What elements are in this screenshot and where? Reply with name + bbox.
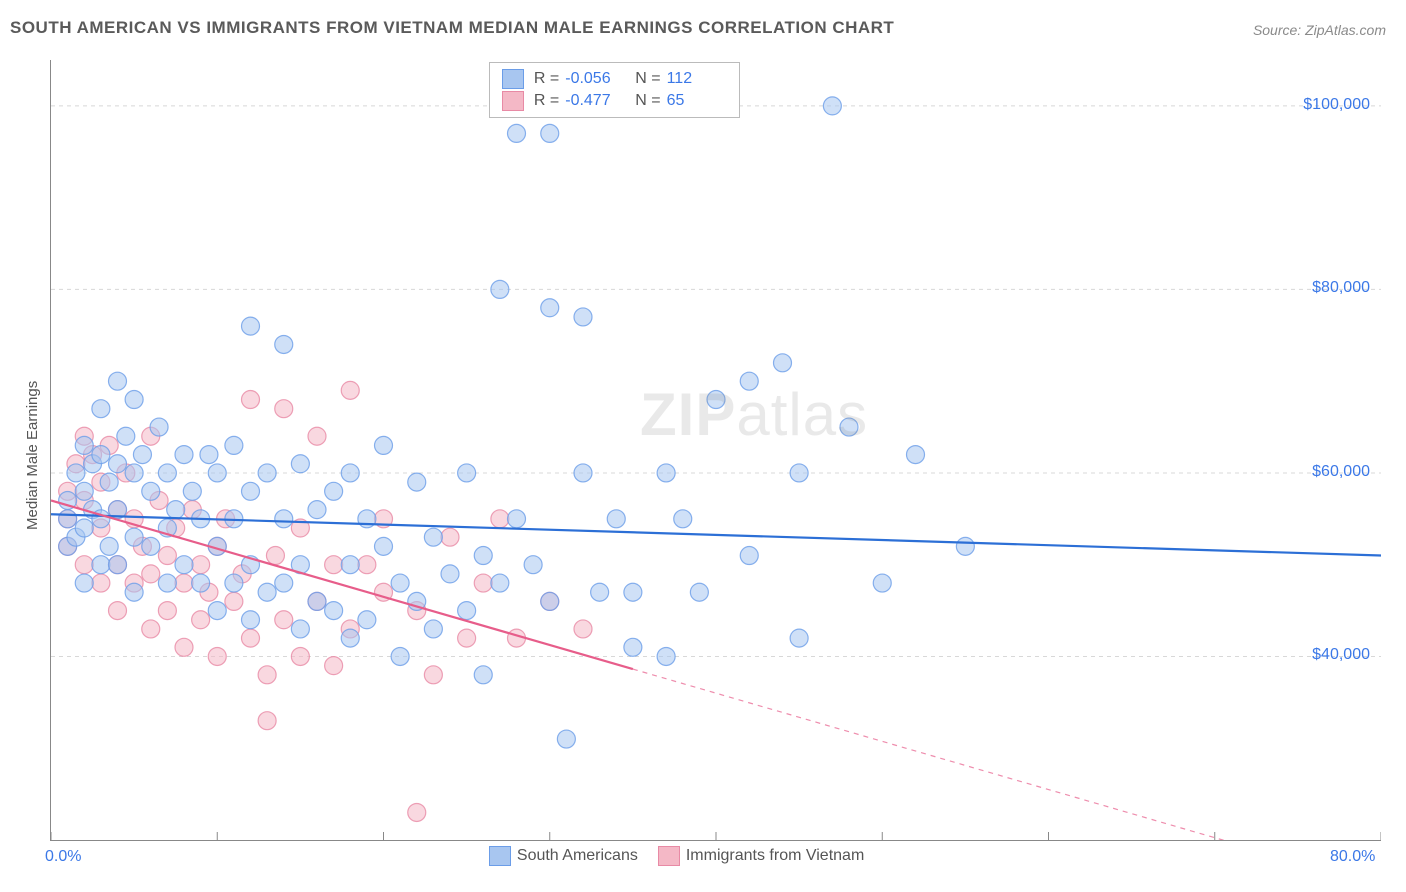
y-tick-label: $40,000 <box>1270 646 1370 664</box>
scatter-plot <box>50 60 1381 841</box>
x-max-label: 80.0% <box>1330 848 1375 866</box>
y-axis-label: Median Male Earnings <box>24 381 41 530</box>
legend-label-1: South Americans <box>517 847 638 864</box>
y-tick-label: $80,000 <box>1270 279 1370 297</box>
legend-label-2: Immigrants from Vietnam <box>686 847 864 864</box>
y-tick-label: $60,000 <box>1270 463 1370 481</box>
correlation-legend: R = -0.056 N = 112 R = -0.477 N = 65 <box>489 62 740 118</box>
x-min-label: 0.0% <box>45 848 81 866</box>
series-legend: South Americans Immigrants from Vietnam <box>489 846 864 866</box>
chart-title: SOUTH AMERICAN VS IMMIGRANTS FROM VIETNA… <box>10 18 894 38</box>
y-tick-label: $100,000 <box>1270 96 1370 114</box>
chart-source: Source: ZipAtlas.com <box>1253 22 1386 38</box>
